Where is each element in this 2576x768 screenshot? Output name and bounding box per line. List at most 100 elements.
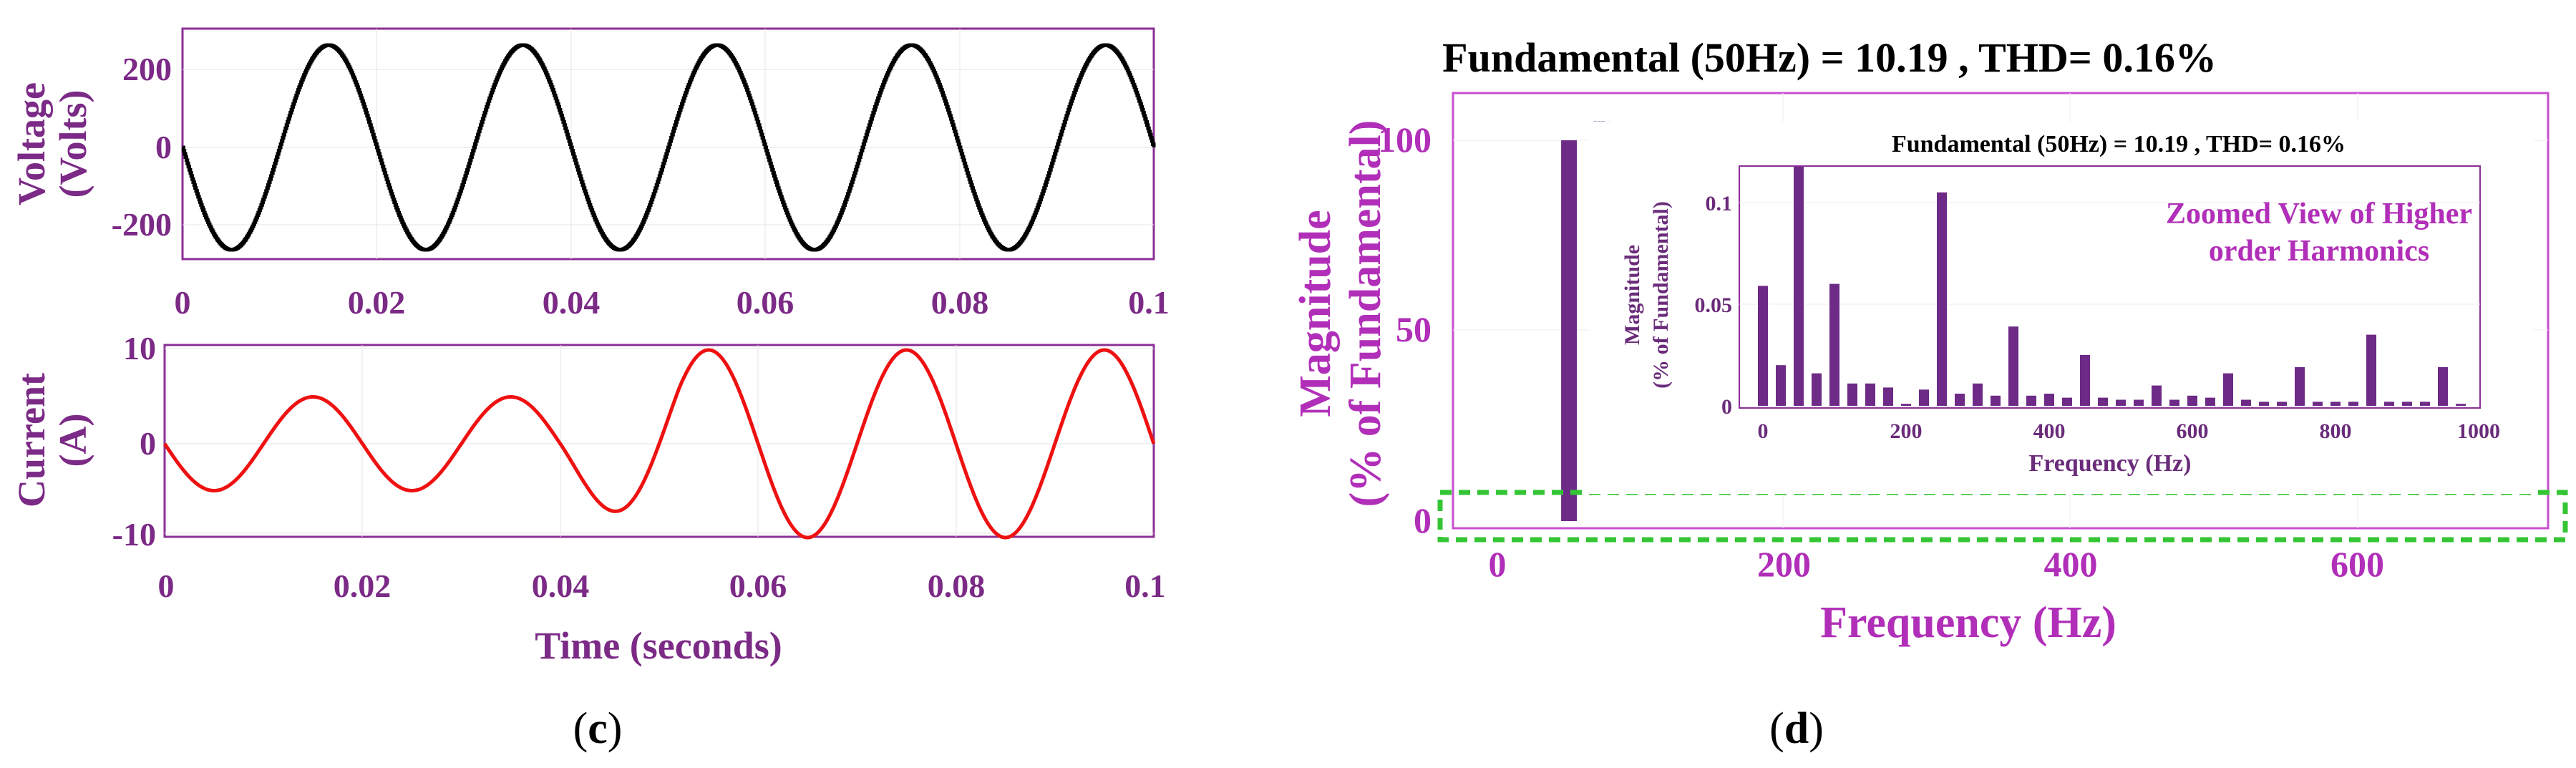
- fft-inset-bar: [2420, 402, 2430, 406]
- fft-inset-bar: [2134, 399, 2144, 406]
- fft-inset-title: Fundamental (50Hz) = 10.19 , THD= 0.16%: [1892, 131, 2346, 157]
- fft-inset-yticks: 0.1 0.05 0: [1695, 192, 1733, 419]
- fft-ytick-50: 50: [1396, 309, 1432, 349]
- fft-inset-bar: [1847, 383, 1857, 406]
- current-ytick-neg10: -10: [112, 516, 156, 553]
- fft-inset-bar: [2116, 399, 2126, 406]
- fft-xtick: 400: [2044, 544, 2098, 584]
- voltage-ylabel-line2: (Volts): [52, 89, 94, 198]
- fft-inset-bar: [1865, 383, 1875, 406]
- fft-inset-bar: [2008, 326, 2018, 406]
- voltage-xtick: 0.06: [737, 284, 794, 321]
- fft-inset-chart: Fundamental (50Hz) = 10.19 , THD= 0.16% …: [1589, 122, 2534, 494]
- fft-inset-xtick: 800: [2320, 419, 2352, 443]
- current-xticks: 0 0.02 0.04 0.06 0.08 0.1: [158, 568, 1166, 604]
- fft-ytick-100: 100: [1378, 120, 1432, 160]
- fft-bars: [1561, 140, 1578, 521]
- current-xtick: 0.06: [729, 568, 787, 604]
- current-xlabel: Time (seconds): [535, 624, 782, 667]
- fft-chart: Fundamental (50Hz) = 10.19 , THD= 0.16% …: [1291, 34, 2568, 647]
- zoom-annotation-line2: order Harmonics: [2209, 235, 2429, 268]
- fft-inset-bar: [1758, 286, 1768, 406]
- fft-inset-xtick: 1000: [2457, 419, 2500, 443]
- fft-inset-bar: [1973, 383, 1983, 406]
- fft-inset-bar: [2080, 355, 2090, 406]
- fft-inset-ytick: 0.1: [1706, 192, 1733, 215]
- voltage-xticks: 0 0.02 0.04 0.06 0.08 0.1: [175, 284, 1170, 321]
- fft-inset-bar: [2313, 402, 2323, 406]
- harmonics-highlight-box: [1437, 490, 2568, 543]
- fft-xtick: 200: [1757, 544, 1811, 584]
- fft-inset-bar: [2366, 334, 2376, 406]
- current-yticks: 10 0 -10: [112, 330, 156, 553]
- fft-inset-ytick: 0: [1721, 395, 1732, 419]
- fft-inset-gridlines: [1739, 202, 2480, 305]
- fft-inset-bar: [2330, 402, 2341, 406]
- fft-bar: [1561, 140, 1578, 521]
- fft-plot-frame: [1452, 92, 2550, 530]
- fft-inset-bar: [2062, 397, 2072, 406]
- current-xtick: 0: [158, 568, 175, 604]
- voltage-xtick: 0.04: [543, 284, 601, 321]
- fft-inset-bar: [2223, 373, 2233, 406]
- current-ytick-10: 10: [123, 330, 156, 366]
- current-ylabel-line2: (A): [52, 414, 94, 467]
- current-xtick: 0.04: [532, 568, 590, 604]
- fft-inset-bar: [2295, 367, 2305, 406]
- voltage-xtick: 0.1: [1128, 284, 1170, 321]
- fft-inset-bar: [2348, 402, 2358, 406]
- fft-inset-bar: [2384, 402, 2394, 406]
- fft-ylabel-line1: Magnitude: [1291, 210, 1340, 417]
- fft-inset-bar: [2205, 397, 2215, 406]
- voltage-xtick: 0.08: [931, 284, 989, 321]
- fft-inset-xticks: 0 200 400 600 800 1000: [1758, 419, 2501, 443]
- zoom-annotation-line1: Zoomed View of Higher: [2166, 198, 2472, 230]
- fft-inset-bar: [1937, 192, 1947, 406]
- current-ytick-0: 0: [140, 425, 156, 462]
- fft-inset-bar: [1776, 365, 1786, 406]
- fft-inset-bar: [1812, 373, 1822, 406]
- fft-xticks: 0 200 400 600 800 1000: [1489, 544, 2385, 584]
- voltage-ytick-0: 0: [155, 129, 172, 165]
- fft-inset-xtick: 200: [1890, 419, 1923, 443]
- current-xtick: 0.02: [334, 568, 392, 604]
- current-ylabel-line1: Current: [10, 373, 53, 507]
- voltage-xtick: 0: [175, 284, 191, 321]
- fft-inset-bar: [2187, 395, 2197, 406]
- voltage-ytick-neg200: -200: [112, 206, 172, 243]
- fft-inset-bar: [1829, 283, 1839, 406]
- fft-inset-bar: [2241, 399, 2251, 406]
- fft-inset-xtick: 600: [2177, 419, 2209, 443]
- current-xtick: 0.08: [928, 568, 986, 604]
- fft-inset-bar: [2438, 367, 2448, 406]
- fft-xtick: 0: [1489, 544, 1507, 584]
- fft-inset-bar: [2169, 399, 2179, 406]
- voltage-ylabel-line1: Voltage: [10, 82, 53, 205]
- voltage-xtick: 0.02: [348, 284, 406, 321]
- fft-inset-bars: [1758, 167, 2466, 406]
- fft-inset-bar: [2277, 402, 2287, 406]
- current-xtick: 0.1: [1124, 568, 1166, 604]
- fft-xtick: 600: [2330, 544, 2384, 584]
- fft-yticks: 100 50 0: [1378, 120, 1432, 540]
- voltage-yticks: 200 0 -200: [112, 51, 172, 243]
- fft-inset-bar: [1794, 167, 1804, 406]
- fft-inset-bar: [2402, 402, 2412, 406]
- fft-xlabel: Frequency (Hz): [1820, 598, 2116, 647]
- fft-inset-ylabel-line2: (% of Fundamental): [1649, 201, 1673, 389]
- fft-inset-bar: [2044, 394, 2054, 406]
- caption-d: (d): [1769, 704, 1824, 753]
- current-series-line: [162, 348, 1156, 540]
- fft-inset-xtick: 400: [2033, 419, 2066, 443]
- fft-inset-bar: [1901, 404, 1911, 406]
- caption-c: (c): [573, 704, 623, 753]
- fft-inset-bar: [2259, 402, 2269, 406]
- fft-inset-bar: [2026, 395, 2036, 406]
- current-chart: 10 0 -10 0 0.02 0.04 0.06 0.08 0.1 Time …: [10, 330, 1166, 667]
- fft-inset-plot-frame: [1739, 165, 2481, 409]
- fft-ytick-0: 0: [1414, 500, 1432, 540]
- fft-inset-xtick: 0: [1758, 419, 1769, 443]
- fft-inset-bar: [1955, 394, 1965, 406]
- fft-title: Fundamental (50Hz) = 10.19 , THD= 0.16%: [1442, 34, 2217, 81]
